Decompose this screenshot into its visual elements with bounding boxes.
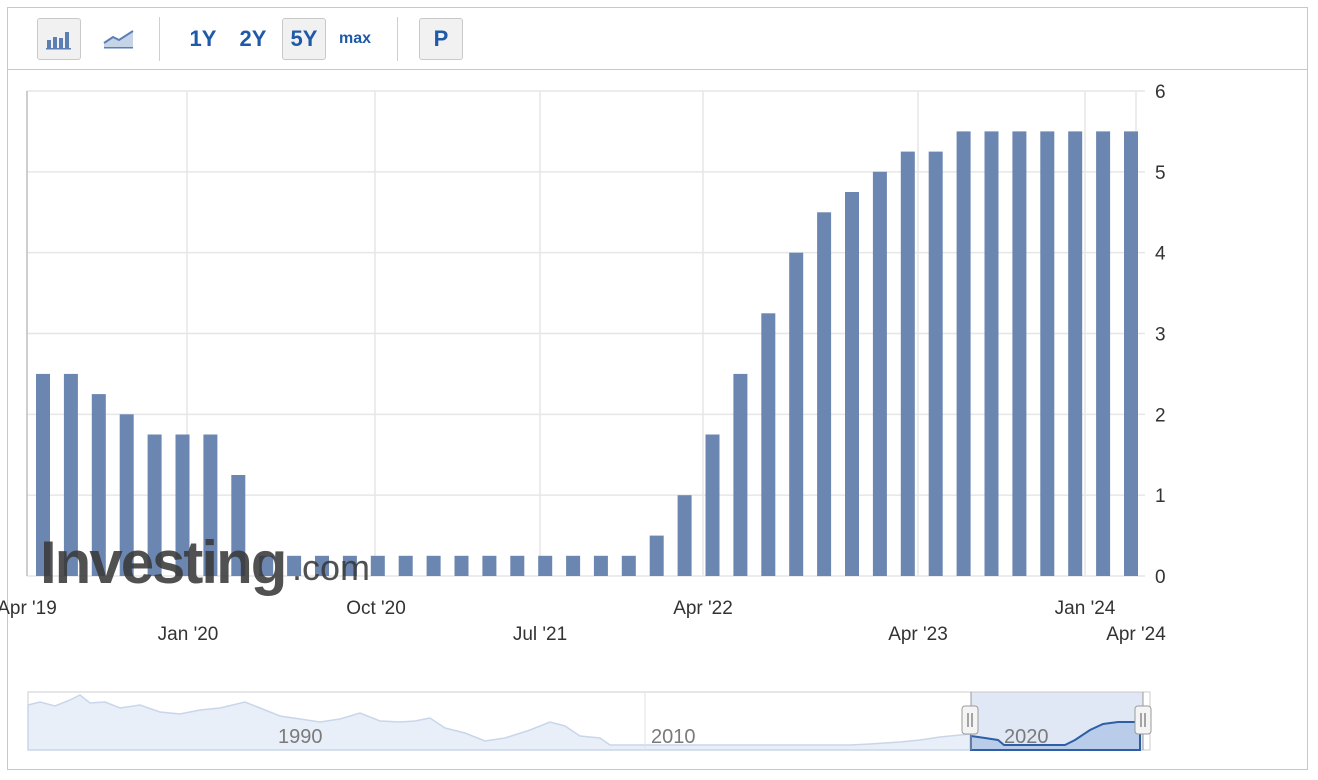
bar[interactable] xyxy=(621,555,636,576)
y-tick-label: 5 xyxy=(1155,163,1166,184)
navigator-label-2020: 2020 xyxy=(1004,726,1049,748)
bar[interactable] xyxy=(845,192,859,576)
bar[interactable] xyxy=(482,555,497,576)
toolbar-separator xyxy=(159,17,160,61)
bar[interactable] xyxy=(287,555,302,576)
toolbar-separator xyxy=(397,17,398,61)
bar[interactable] xyxy=(900,151,915,576)
bar-chart-icon xyxy=(46,32,71,50)
x-tick-label: Jan '20 xyxy=(158,624,219,645)
x-tick-label: Apr '22 xyxy=(673,598,733,619)
bar[interactable] xyxy=(733,373,748,576)
bar[interactable] xyxy=(1124,131,1138,576)
navigator-history-series xyxy=(27,694,971,751)
bar[interactable] xyxy=(63,373,78,576)
navigator-label-1990: 1990 xyxy=(278,726,323,748)
x-tick-label: Apr '19 xyxy=(0,598,57,619)
y-tick-label: 4 xyxy=(1155,244,1166,265)
chart-toolbar: 1Y 2Y 5Y max P xyxy=(8,8,1307,70)
y-tick-label: 6 xyxy=(1155,82,1166,103)
navigator[interactable]: 1990 2010 2020 xyxy=(27,691,1152,751)
bar[interactable] xyxy=(147,434,162,577)
grid xyxy=(26,90,1145,577)
bar[interactable] xyxy=(817,212,832,577)
bar[interactable] xyxy=(677,495,692,576)
navigator-label-2010: 2010 xyxy=(651,726,696,748)
bar[interactable] xyxy=(928,151,943,576)
bar[interactable] xyxy=(342,555,357,576)
bar[interactable] xyxy=(566,555,581,576)
svg-text:.com: .com xyxy=(292,547,370,588)
bar[interactable] xyxy=(259,555,274,576)
bar[interactable] xyxy=(454,555,469,576)
bar[interactable] xyxy=(1096,131,1111,576)
y-tick-label: 2 xyxy=(1155,405,1166,426)
bar[interactable] xyxy=(510,555,525,576)
range-2y-button[interactable]: 2Y xyxy=(239,26,267,51)
navigator-right-handle[interactable] xyxy=(1134,705,1152,735)
y-axis: 0 1 2 3 4 5 6 xyxy=(1155,82,1166,588)
bar[interactable] xyxy=(593,555,608,576)
range-max-button[interactable]: max xyxy=(338,30,372,47)
bar[interactable] xyxy=(370,555,385,576)
bar[interactable] xyxy=(872,171,887,577)
svg-text:Investing: Investing xyxy=(40,529,285,596)
p-button[interactable]: P xyxy=(419,18,463,60)
bar[interactable] xyxy=(119,414,134,576)
navigator-selected-series xyxy=(970,721,1141,751)
bar[interactable] xyxy=(705,434,720,577)
bar[interactable] xyxy=(91,394,106,576)
bar[interactable] xyxy=(761,313,776,576)
bar[interactable] xyxy=(1012,131,1027,576)
bars xyxy=(36,131,1138,577)
investing-watermark: Investing .com xyxy=(40,529,370,596)
bar[interactable] xyxy=(984,131,999,576)
bar[interactable] xyxy=(175,434,190,577)
bar[interactable] xyxy=(36,373,50,576)
y-tick-label: 1 xyxy=(1155,486,1166,507)
x-tick-label: Apr '23 xyxy=(888,624,948,645)
y-tick-label: 3 xyxy=(1155,325,1166,346)
x-axis: Apr '19 Jan '20 Oct '20 Jul '21 Apr '22 Apr '… xyxy=(0,598,1166,645)
line-chart-button[interactable] xyxy=(97,18,141,60)
bar[interactable] xyxy=(956,131,971,576)
navigator-left-handle[interactable] xyxy=(961,705,979,735)
range-1y-button[interactable]: 1Y xyxy=(189,26,217,51)
bar-chart-button[interactable] xyxy=(37,18,81,60)
x-tick-label: Oct '20 xyxy=(346,598,406,619)
bar[interactable] xyxy=(1040,131,1055,576)
y-tick-label: 0 xyxy=(1155,567,1166,588)
line-chart-icon xyxy=(103,30,134,49)
bar[interactable] xyxy=(231,475,246,576)
x-tick-label: Jul '21 xyxy=(513,624,567,645)
chart-container: 1Y 2Y 5Y max P xyxy=(7,7,1308,770)
bar[interactable] xyxy=(426,555,441,576)
x-tick-label: Apr '24 xyxy=(1106,624,1166,645)
bar[interactable] xyxy=(1068,131,1083,576)
bar[interactable] xyxy=(789,252,804,576)
bar[interactable] xyxy=(538,555,553,576)
x-tick-label: Jan '24 xyxy=(1055,598,1116,619)
bar[interactable] xyxy=(315,555,329,576)
bar[interactable] xyxy=(398,555,413,576)
bar[interactable] xyxy=(649,535,664,576)
range-5y-button[interactable]: 5Y xyxy=(282,18,326,60)
bar[interactable] xyxy=(203,434,218,577)
